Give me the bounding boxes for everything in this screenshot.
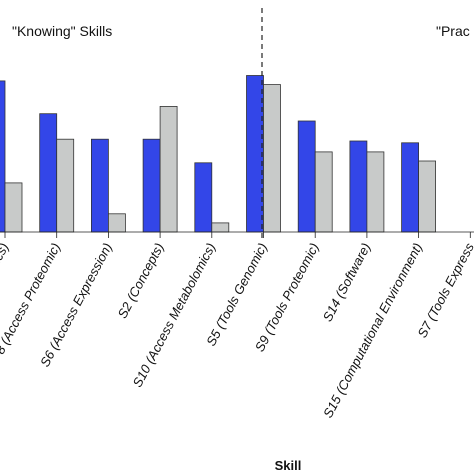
group-label-knowing: "Knowing" Skills	[12, 23, 112, 39]
bars-layer	[0, 75, 437, 233]
x-tick-label-10: S7 (Tools Express	[414, 240, 474, 340]
bar-series1-cat4	[142, 138, 161, 233]
bar-series1-cat7	[297, 120, 316, 233]
x-tick-label-4: S2 (Concepts)	[114, 240, 166, 320]
bar-series1-cat1	[0, 80, 6, 233]
bar-series1-cat5	[194, 162, 213, 233]
bar-series1-cat6	[246, 75, 264, 233]
x-tick-label-9: S15 (Computational Environment)	[320, 240, 425, 420]
x-tick-label-1: atistics)	[0, 240, 12, 286]
bar-series1-cat8	[349, 140, 368, 233]
group-label-practicing: "Prac	[436, 23, 470, 39]
bar-series2-cat7	[314, 151, 333, 233]
bar-series2-cat4	[159, 106, 178, 233]
x-tick-labels: atistics)8 (Access Proteomic)S6 (Access …	[0, 232, 474, 420]
bar-series2-cat1	[4, 182, 23, 233]
bar-series2-cat3	[108, 213, 126, 233]
bar-series2-cat8	[366, 151, 385, 233]
bar-series1-cat9	[401, 142, 420, 233]
x-axis-title: Skill	[275, 458, 302, 473]
bar-series1-cat3	[91, 138, 109, 233]
x-tick-label-8: S14 (Software)	[320, 240, 374, 324]
bar-series2-cat6	[263, 84, 281, 233]
bar-series2-cat5	[211, 222, 230, 233]
bar-series2-cat9	[418, 160, 437, 233]
bar-series1-cat2	[39, 113, 58, 233]
bar-series2-cat2	[56, 138, 75, 233]
